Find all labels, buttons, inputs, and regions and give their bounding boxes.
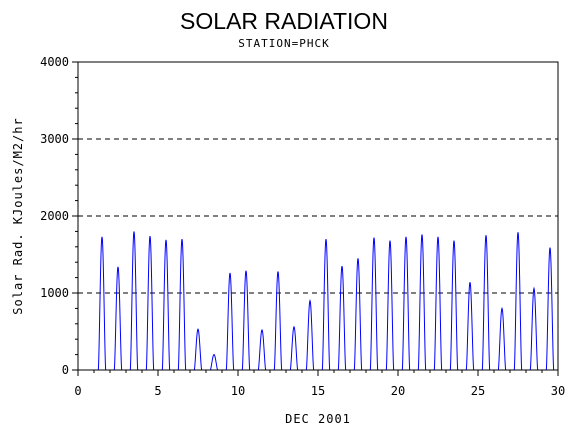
x-tick-label: 25 — [471, 384, 485, 398]
x-tick-label: 30 — [551, 384, 565, 398]
x-tick-label: 15 — [311, 384, 325, 398]
x-tick-label: 10 — [231, 384, 245, 398]
y-tick-label: 0 — [62, 363, 69, 377]
gridlines — [78, 61, 558, 294]
x-axis: 0 5 10 15 20 25 30 — [74, 370, 565, 398]
y-tick-label: 4000 — [40, 55, 69, 69]
y-tick-label: 1000 — [40, 286, 69, 300]
x-tick-label: 0 — [74, 384, 81, 398]
x-axis-label: DEC 2001 — [285, 412, 351, 426]
chart-subtitle: STATION=PHCK — [238, 37, 329, 50]
x-tick-label: 5 — [154, 384, 161, 398]
x-tick-label: 20 — [391, 384, 405, 398]
y-axis: 0 1000 2000 3000 4000 — [40, 55, 78, 377]
series-line-0 — [94, 231, 558, 371]
chart-title: SOLAR RADIATION — [180, 8, 388, 34]
series-layer — [94, 231, 558, 371]
y-axis-label: Solar Rad. KJoules/M2/hr — [11, 117, 25, 314]
y-tick-label: 3000 — [40, 132, 69, 146]
y-tick-label: 2000 — [40, 209, 69, 223]
